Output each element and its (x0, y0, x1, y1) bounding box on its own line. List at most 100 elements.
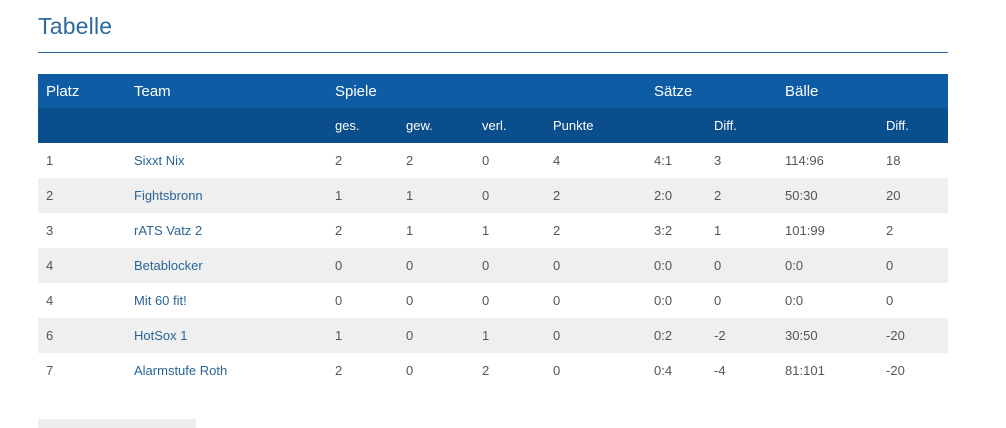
cell-team: Sixxt Nix (126, 143, 327, 178)
header-spiele: Spiele (327, 74, 647, 108)
cell-gew: 1 (406, 223, 414, 238)
cell-ges: 0 (335, 293, 343, 308)
cell-team: Betablocker (126, 248, 327, 283)
cell-verl: 0 (474, 178, 545, 213)
header-platz: Platz (38, 74, 126, 108)
cell-baelle-diff: 2 (886, 223, 894, 238)
cell-baelle-diff: 20 (878, 178, 949, 213)
cell-punkte: 0 (553, 363, 561, 378)
cut-off-button[interactable] (38, 419, 196, 428)
cell-baelle-diff: 0 (886, 293, 894, 308)
header-sub-empty (646, 108, 707, 143)
standings-table: Platz Team Spiele Sätze Bälle ges. gew. … (38, 74, 949, 388)
cell-baelle-diff: -20 (878, 318, 949, 353)
cell-saetze-diff: -4 (714, 363, 726, 378)
cell-saetze: 2:0 (646, 178, 707, 213)
cell-verl: 0 (474, 248, 545, 283)
cell-ges: 1 (327, 318, 398, 353)
header-row-sub: ges. gew. verl. Punkte Diff. Diff. (38, 108, 949, 143)
cell-baelle: 30:50 (777, 318, 879, 353)
cell-saetze-diff: 0 (706, 248, 778, 283)
table-row: 3 rATS Vatz 2 2 1 1 2 3:2 1 101:99 2 (38, 213, 948, 248)
cell-punkte: 2 (553, 223, 561, 238)
header-verl: verl. (474, 108, 545, 143)
cell-team: HotSox 1 (126, 318, 327, 353)
table-row: 2 Fightsbronn 1 1 0 2 2:0 2 50:30 20 (38, 178, 949, 213)
cell-baelle-diff: -20 (886, 363, 905, 378)
cell-gew: 0 (398, 248, 474, 283)
cell-verl: 0 (482, 293, 490, 308)
header-punkte: Punkte (545, 108, 647, 143)
page-title: Tabelle (38, 13, 113, 39)
cell-gew: 0 (406, 363, 414, 378)
cell-ges: 2 (335, 223, 343, 238)
cell-platz: 1 (46, 153, 54, 168)
cell-gew: 0 (406, 293, 414, 308)
cell-saetze: 0:0 (646, 248, 707, 283)
cell-ges: 2 (335, 153, 343, 168)
cell-saetze: 3:2 (654, 223, 673, 238)
cell-punkte: 0 (545, 318, 647, 353)
cell-ges: 1 (327, 178, 398, 213)
cell-platz: 7 (46, 363, 54, 378)
header-saetze: Sätze (646, 74, 778, 108)
cell-baelle-diff: 18 (886, 153, 901, 168)
title-divider (38, 52, 948, 53)
header-sub-empty (777, 108, 879, 143)
header-saetze-diff: Diff. (706, 108, 778, 143)
header-sub-empty (38, 108, 126, 143)
header-baelle-diff: Diff. (878, 108, 949, 143)
cell-saetze: 0:0 (654, 293, 673, 308)
cell-platz: 4 (46, 293, 54, 308)
team-link[interactable]: Betablocker (134, 258, 203, 273)
cell-team: Alarmstufe Roth (126, 353, 327, 388)
header-row-top: Platz Team Spiele Sätze Bälle (38, 74, 949, 108)
cell-baelle: 101:99 (785, 223, 825, 238)
cell-punkte: 0 (545, 248, 647, 283)
cell-platz: 6 (38, 318, 126, 353)
table-row: 1 Sixxt Nix 2 2 0 4 4:1 3 114:96 18 (38, 143, 948, 178)
header-ges: ges. (327, 108, 398, 143)
cell-verl: 1 (482, 223, 490, 238)
cell-gew: 1 (398, 178, 474, 213)
cell-saetze-diff: 2 (706, 178, 778, 213)
cell-punkte: 4 (553, 153, 561, 168)
team-link[interactable]: rATS Vatz 2 (134, 223, 203, 238)
cell-verl: 2 (482, 363, 490, 378)
cell-ges: 0 (327, 248, 398, 283)
cell-baelle: 0:0 (777, 248, 879, 283)
team-link[interactable]: Sixxt Nix (134, 153, 185, 168)
team-link[interactable]: Alarmstufe Roth (134, 363, 228, 378)
cell-saetze: 0:2 (646, 318, 707, 353)
cell-baelle: 50:30 (777, 178, 879, 213)
table-row: 7 Alarmstufe Roth 2 0 2 0 0:4 -4 81:101 … (38, 353, 948, 388)
cell-team: rATS Vatz 2 (126, 213, 327, 248)
cell-team: Fightsbronn (126, 178, 327, 213)
cell-platz: 3 (46, 223, 54, 238)
cell-saetze: 4:1 (654, 153, 673, 168)
header-sub-empty (126, 108, 327, 143)
cell-punkte: 0 (553, 293, 561, 308)
header-team: Team (126, 74, 327, 108)
cell-gew: 0 (398, 318, 474, 353)
cell-saetze-diff: -2 (706, 318, 778, 353)
cell-platz: 2 (38, 178, 126, 213)
cell-baelle-diff: 0 (878, 248, 949, 283)
cell-saetze-diff: 0 (714, 293, 722, 308)
cell-platz: 4 (38, 248, 126, 283)
table-row: 6 HotSox 1 1 0 1 0 0:2 -2 30:50 -20 (38, 318, 949, 353)
cell-baelle: 0:0 (785, 293, 804, 308)
cell-ges: 2 (335, 363, 343, 378)
cell-baelle: 114:96 (785, 153, 824, 168)
team-link[interactable]: Fightsbronn (134, 188, 203, 203)
table-row: 4 Mit 60 fit! 0 0 0 0 0:0 0 0:0 0 (38, 283, 948, 318)
cell-baelle: 81:101 (785, 363, 825, 378)
team-link[interactable]: HotSox 1 (134, 328, 188, 343)
cell-gew: 2 (406, 153, 414, 168)
cell-saetze-diff: 3 (714, 153, 722, 168)
table-row: 4 Betablocker 0 0 0 0 0:0 0 0:0 0 (38, 248, 949, 283)
header-gew: gew. (398, 108, 474, 143)
team-link[interactable]: Mit 60 fit! (134, 293, 187, 308)
cell-punkte: 2 (545, 178, 647, 213)
